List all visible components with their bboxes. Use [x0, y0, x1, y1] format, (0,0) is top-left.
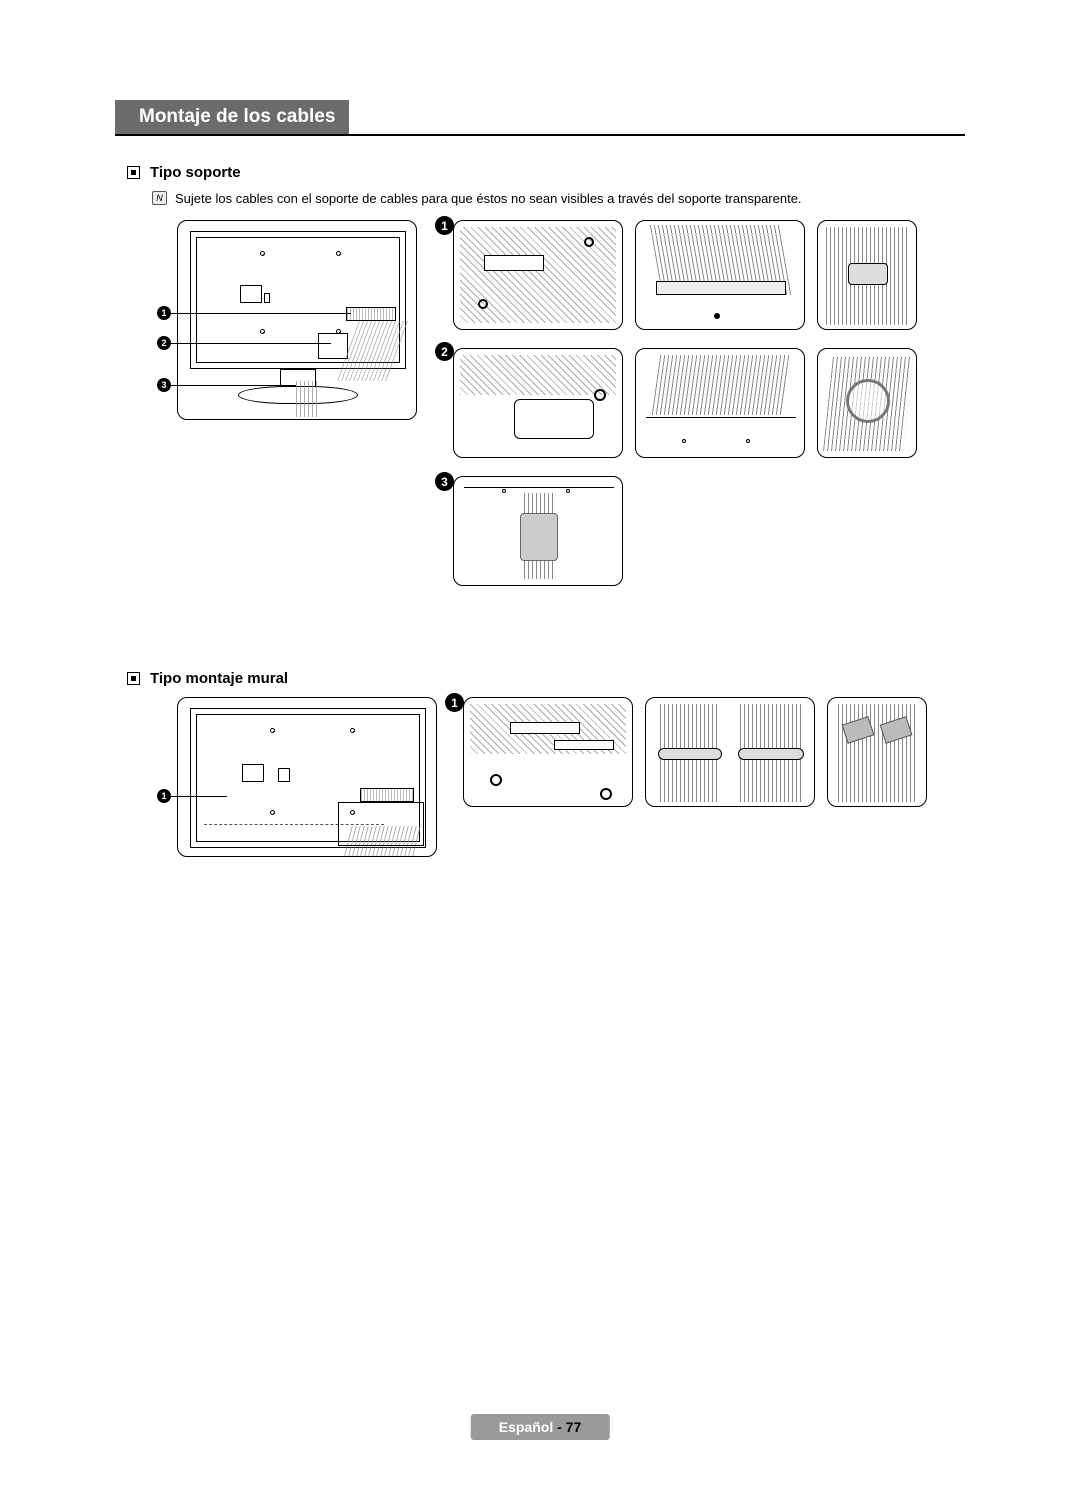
page-footer: Español - 77 — [471, 1414, 610, 1440]
panel-detail-1b — [635, 220, 805, 330]
section-title: Montaje de los cables — [133, 100, 349, 134]
panel-detail-3 — [453, 476, 623, 586]
callout-1-wall-detail: 1 — [445, 693, 464, 712]
callout-1-main: 1 — [157, 306, 171, 320]
panel-detail-2c — [817, 348, 917, 458]
panel-detail-2a — [453, 348, 623, 458]
panel-wall-1c — [827, 697, 927, 807]
footer-page-number: 77 — [566, 1419, 582, 1435]
diagram-wall: 1 1 — [157, 697, 965, 897]
panel-detail-2b — [635, 348, 805, 458]
section-marker — [115, 100, 133, 134]
subsection-label: Tipo montaje mural — [150, 670, 288, 687]
section-header: Montaje de los cables — [115, 100, 965, 136]
callout-1-detail: 1 — [435, 216, 454, 235]
note-line: N Sujete los cables con el soporte de ca… — [152, 191, 965, 206]
callout-3-main: 3 — [157, 378, 171, 392]
callout-2-main: 2 — [157, 336, 171, 350]
subsection-stand: Tipo soporte N Sujete los cables con el … — [127, 164, 965, 620]
footer-sep: - — [553, 1419, 565, 1435]
bullet-icon — [127, 166, 140, 179]
panel-tv-back-wall — [177, 697, 437, 857]
subsection-wall: Tipo montaje mural 1 1 — [127, 670, 965, 897]
panel-detail-1c — [817, 220, 917, 330]
callout-2-detail: 2 — [435, 342, 454, 361]
bullet-icon — [127, 672, 140, 685]
note-icon: N — [152, 191, 167, 205]
panel-wall-1a — [463, 697, 633, 807]
subsection-title-wall: Tipo montaje mural — [127, 670, 965, 687]
panel-tv-back-stand — [177, 220, 417, 420]
note-text: Sujete los cables con el soporte de cabl… — [175, 191, 802, 206]
callout-3-detail: 3 — [435, 472, 454, 491]
panel-detail-1a — [453, 220, 623, 330]
panel-wall-1b — [645, 697, 815, 807]
diagram-stand: 1 2 3 1 2 — [157, 220, 965, 620]
callout-1-wall-main: 1 — [157, 789, 171, 803]
subsection-label: Tipo soporte — [150, 164, 241, 181]
footer-language: Español — [499, 1419, 553, 1435]
subsection-title-stand: Tipo soporte — [127, 164, 965, 181]
